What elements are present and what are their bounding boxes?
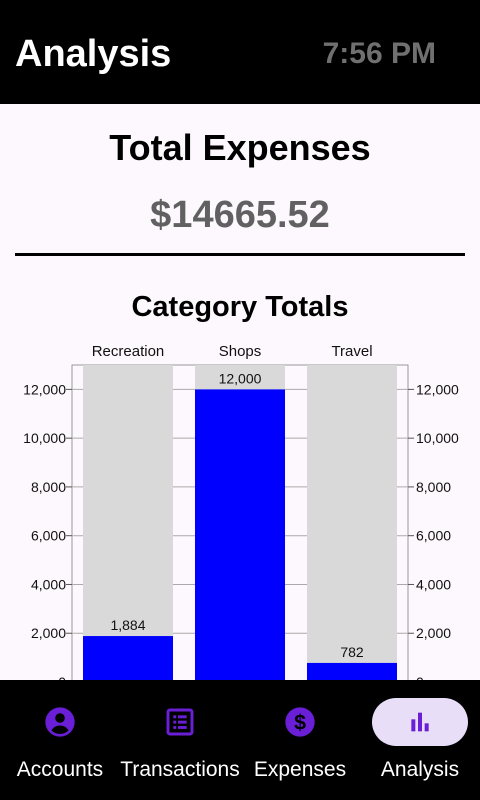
svg-text:$: $	[294, 710, 306, 734]
y-tick-label-right: 10,000	[416, 430, 459, 446]
bar-value-label: 1,884	[110, 617, 145, 633]
nav-item-accounts[interactable]: Accounts	[0, 680, 120, 800]
bottom-navigation: Accounts Transactions $ Expenses Analys	[0, 680, 480, 800]
app-bar: Analysis 7:56 PM	[0, 0, 480, 104]
y-tick-label-right: 0	[416, 674, 424, 680]
clock: 7:56 PM	[322, 37, 436, 70]
category-label: Recreation	[92, 343, 165, 360]
category-totals-chart: 0 0 2,000 2,000 4,000 4,000 6,000 6,000 8,000 8,0…	[23, 343, 459, 680]
nav-label-accounts: Accounts	[16, 758, 104, 781]
category-totals-title: Category Totals	[131, 291, 349, 323]
total-expenses-amount: $14665.52	[150, 194, 330, 236]
account-circle-icon	[45, 707, 75, 737]
y-tick-label-right: 6,000	[416, 528, 451, 544]
y-tick-label-left: 6,000	[31, 528, 66, 544]
bar	[195, 389, 285, 680]
nav-item-transactions[interactable]: Transactions	[120, 680, 240, 800]
dollar-icon: $	[285, 707, 315, 737]
nav-item-analysis[interactable]: Analysis	[360, 680, 480, 800]
y-tick-label-right: 8,000	[416, 479, 451, 495]
bar-value-label: 12,000	[219, 370, 262, 386]
y-tick-label-left: 0	[58, 674, 66, 680]
bar	[307, 662, 397, 680]
nav-item-expenses[interactable]: $ Expenses	[240, 680, 360, 800]
y-tick-label-left: 4,000	[31, 576, 66, 592]
y-tick-label-right: 4,000	[416, 576, 451, 592]
y-tick-label-left: 10,000	[23, 430, 66, 446]
bar-background	[307, 365, 397, 680]
bar-value-label: 782	[340, 644, 364, 660]
nav-label-transactions: Transactions	[120, 758, 240, 781]
y-tick-label-right: 2,000	[416, 625, 451, 641]
y-tick-label-left: 12,000	[23, 381, 66, 397]
analysis-content: Total Expenses $14665.52 Category Totals…	[0, 104, 480, 680]
page-title: Analysis	[15, 33, 172, 75]
nav-label-expenses: Expenses	[253, 758, 347, 781]
bar-chart-icon	[411, 712, 429, 732]
bar	[83, 636, 173, 680]
y-tick-label-right: 12,000	[416, 381, 459, 397]
nav-label-analysis: Analysis	[380, 758, 460, 781]
y-tick-label-left: 2,000	[31, 625, 66, 641]
category-label: Shops	[219, 343, 262, 360]
bar-background	[83, 365, 173, 680]
y-tick-label-left: 8,000	[31, 479, 66, 495]
divider	[15, 253, 465, 256]
list-icon	[166, 708, 194, 736]
category-label: Travel	[331, 343, 372, 360]
total-expenses-title: Total Expenses	[109, 127, 371, 168]
